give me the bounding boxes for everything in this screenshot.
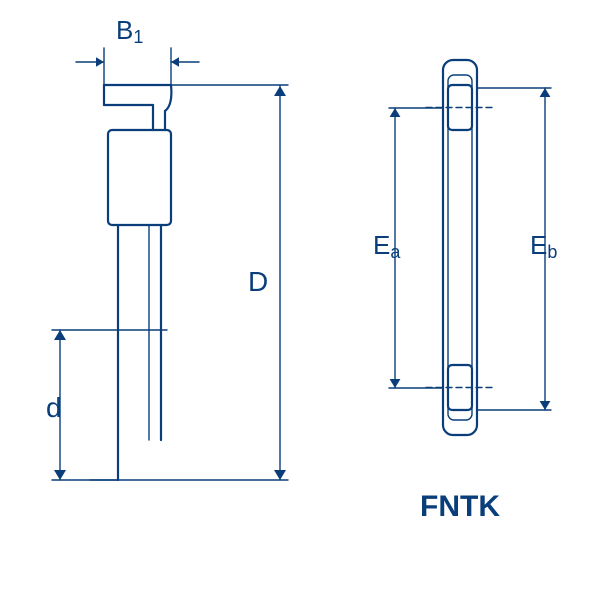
label-d: d bbox=[46, 392, 62, 424]
label-model: FNTK bbox=[420, 490, 500, 524]
label-D: D bbox=[248, 266, 268, 298]
diagram-svg bbox=[0, 0, 600, 600]
diagram-canvas: B1 D d Ea Eb FNTK bbox=[0, 0, 600, 600]
label-Eb: Eb bbox=[530, 230, 557, 263]
label-b1: B1 bbox=[116, 15, 143, 48]
label-Ea: Ea bbox=[373, 230, 400, 263]
